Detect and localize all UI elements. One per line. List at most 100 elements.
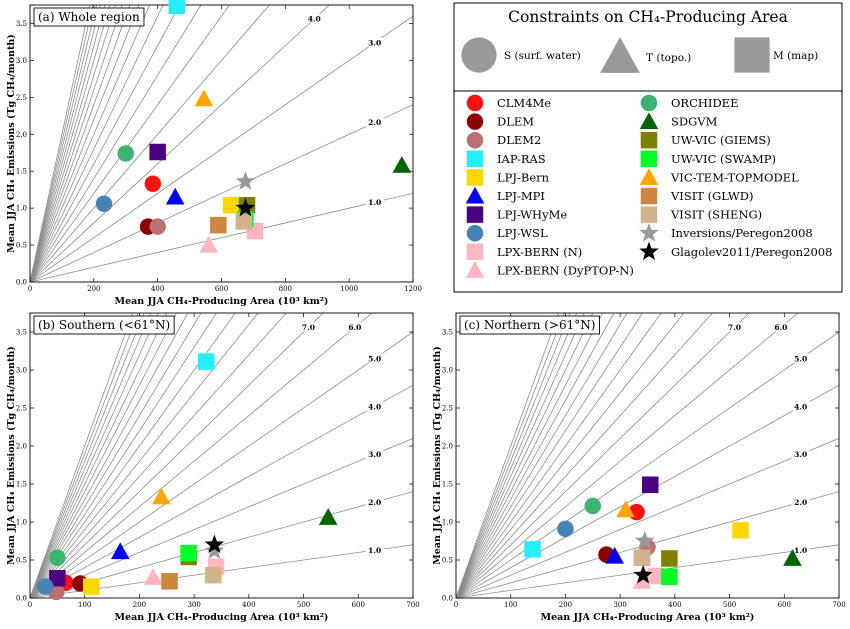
ray-label-bg bbox=[345, 322, 364, 332]
ray-label: 5.0 bbox=[368, 354, 381, 363]
data-point bbox=[144, 175, 162, 193]
ray-label: 1.0 bbox=[368, 546, 381, 555]
ray-line-16 bbox=[30, 313, 159, 598]
legend-symbol-label: M (map) bbox=[773, 50, 818, 62]
data-point bbox=[95, 195, 113, 212]
ray-label: 5.0 bbox=[794, 354, 807, 363]
ray-line-20 bbox=[30, 5, 91, 282]
y-axis-label: Mean JJA CH₄ Emissions (Tg CH₄/month) bbox=[432, 346, 443, 564]
y-tick-label: 2.5 bbox=[16, 405, 27, 413]
data-point bbox=[83, 578, 100, 595]
ray-label-bg bbox=[365, 545, 384, 555]
y-tick-label: 0.0 bbox=[16, 279, 27, 287]
ray-line-9 bbox=[456, 313, 685, 598]
ray-line-11 bbox=[30, 5, 140, 282]
x-tick-label: 0 bbox=[28, 285, 32, 293]
x-tick-label: 500 bbox=[723, 601, 736, 609]
y-tick-label: 3.5 bbox=[442, 329, 453, 337]
x-tick-label: 800 bbox=[279, 285, 292, 293]
y-tick-label: 1.5 bbox=[16, 481, 27, 489]
panel-title: (c) Northern (>61°N) bbox=[464, 318, 595, 332]
ray-line-15 bbox=[30, 313, 168, 598]
ray-label: 6.0 bbox=[774, 323, 787, 332]
data-point bbox=[632, 571, 652, 589]
y-axis-label: Mean JJA CH₄ Emissions (Tg CH₄/month) bbox=[6, 34, 17, 252]
ray-line-6 bbox=[456, 313, 799, 598]
legend-label: LPJ-MPI bbox=[497, 189, 545, 203]
y-tick-label: 3.0 bbox=[442, 367, 453, 375]
ray-line-11 bbox=[456, 313, 643, 598]
ray-line-17 bbox=[30, 5, 101, 282]
x-tick-label: 400 bbox=[151, 285, 164, 293]
legend-label: LPX-BERN (DyPTOP-N) bbox=[497, 263, 634, 277]
ray-line-7 bbox=[30, 5, 202, 282]
x-axis-label: Mean JJA CH₄-Producing Area (10³ km²) bbox=[541, 612, 755, 623]
data-point bbox=[633, 565, 653, 584]
y-tick-label: 0.5 bbox=[16, 557, 27, 565]
data-point bbox=[117, 145, 134, 162]
ray-line-9 bbox=[30, 313, 259, 598]
ray-line-15 bbox=[456, 313, 594, 598]
data-points bbox=[524, 476, 802, 589]
ray-label-bg bbox=[725, 322, 744, 332]
ray-label-bg bbox=[365, 449, 384, 459]
data-point bbox=[557, 520, 574, 538]
x-tick-label: 600 bbox=[778, 601, 791, 609]
ray-label: 3.0 bbox=[794, 450, 807, 459]
ray-label-bg bbox=[365, 497, 384, 507]
ray-label-bg bbox=[791, 497, 810, 507]
data-point bbox=[165, 187, 185, 205]
ray-label-bg bbox=[365, 401, 384, 411]
y-tick-label: 0.0 bbox=[442, 595, 453, 603]
ray-line-20 bbox=[456, 313, 559, 598]
y-tick-label: 3.0 bbox=[16, 57, 27, 65]
ray-line-16 bbox=[456, 313, 585, 598]
legend-symbol-label: S (surf. water) bbox=[504, 50, 581, 62]
x-tick-label: 1200 bbox=[404, 285, 422, 293]
ray-line-18 bbox=[30, 5, 97, 282]
legend-marker bbox=[640, 150, 658, 168]
data-points bbox=[37, 353, 338, 601]
data-point bbox=[661, 568, 678, 585]
data-point bbox=[235, 213, 253, 230]
legend-title: Constraints on CH₄-Producing Area bbox=[508, 8, 788, 26]
ray-line-10 bbox=[456, 313, 662, 598]
legend-marker bbox=[466, 131, 484, 149]
panel-title-box bbox=[33, 315, 175, 335]
ray-line-2 bbox=[30, 104, 413, 282]
ray-line-14 bbox=[456, 313, 603, 598]
ray-label: 2.0 bbox=[368, 118, 381, 127]
ray-label-bg bbox=[791, 401, 810, 411]
y-tick-label: 2.0 bbox=[442, 443, 453, 451]
ray-label-bg bbox=[365, 197, 384, 207]
data-point bbox=[524, 541, 541, 558]
ray-label: 7.0 bbox=[728, 323, 741, 332]
legend-label: LPJ-WSL bbox=[497, 226, 548, 240]
x-tick-label: 100 bbox=[504, 601, 517, 609]
legend-marker bbox=[639, 112, 659, 130]
x-axis-label: Mean JJA CH₄-Producing Area (10³ km²) bbox=[115, 612, 329, 623]
legend-label: VIC-TEM-TOPMODEL bbox=[670, 170, 799, 184]
data-point bbox=[168, 0, 186, 14]
ray-label-bg bbox=[299, 322, 318, 332]
legend-label: LPJ-Bern bbox=[497, 170, 550, 184]
data-point bbox=[204, 534, 225, 554]
legend-label: Glagolev2011/Peregon2008 bbox=[671, 245, 832, 259]
legend-symbols: S (surf. water) T (topo.) M (map) bbox=[461, 37, 818, 73]
panel-title-box bbox=[33, 7, 145, 27]
data-point bbox=[49, 549, 66, 566]
ray-line-3 bbox=[30, 15, 413, 282]
ray-line-17 bbox=[30, 313, 152, 598]
ray-label-bg bbox=[365, 117, 384, 127]
panels: 1.02.03.04.00 200 400 600 800 1000 12000.00.51… bbox=[6, 0, 846, 623]
legend-models: CLM4Me DLEM DLEM2 IAP-RAS LPJ-Bern LPJ-MPI LPJ… bbox=[465, 94, 832, 278]
reference-rays bbox=[30, 5, 413, 282]
y-tick-label: 2.0 bbox=[16, 443, 27, 451]
legend-marker bbox=[640, 94, 658, 112]
x-tick-label: 200 bbox=[87, 285, 100, 293]
ray-line-18 bbox=[456, 313, 571, 598]
y-tick-label: 2.0 bbox=[16, 131, 27, 139]
ray-line-19 bbox=[30, 313, 139, 598]
ray-line-18 bbox=[30, 313, 145, 598]
